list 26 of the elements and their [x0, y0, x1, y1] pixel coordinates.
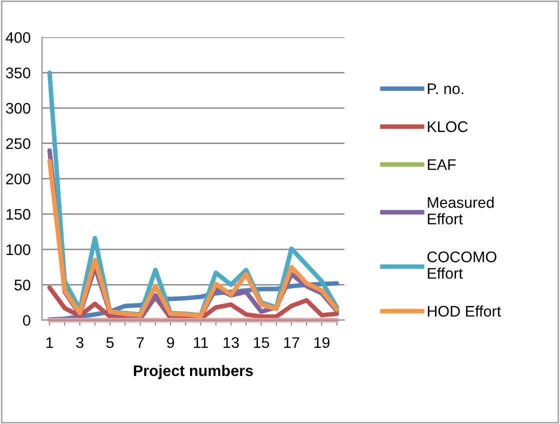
legend-label: Measured Effort [428, 196, 494, 224]
y-tick-label: 300 [6, 102, 30, 114]
x-tick-label: 7 [136, 337, 144, 348]
legend-label: P. no. [428, 84, 464, 94]
x-axis-title: Project numbers [134, 364, 253, 380]
x-tick-label: 13 [224, 337, 239, 348]
x-tick-label: 19 [314, 337, 330, 348]
y-tick-label: 200 [6, 174, 30, 184]
legend-label: KLOC [428, 121, 468, 132]
x-tick-label: 11 [194, 337, 208, 348]
y-tick-label: 250 [6, 138, 30, 150]
x-tick-label: 9 [166, 337, 174, 348]
y-tick-label: 50 [14, 280, 30, 290]
y-tick-label: 150 [6, 208, 30, 220]
y-tick-label: 100 [6, 244, 30, 256]
y-tick-label: 400 [6, 32, 30, 43]
y-tick-label: 350 [6, 68, 30, 78]
x-tick-label: 5 [106, 337, 114, 348]
y-tick-label: 0 [22, 314, 30, 326]
legend-label: EAF [428, 159, 456, 170]
x-tick-label: 17 [284, 337, 300, 348]
legend-label: COCOMO Effort [427, 252, 496, 279]
legend-label: HOD Effort [428, 306, 501, 317]
x-tick-label: 15 [254, 337, 270, 348]
x-tick-label: 3 [76, 337, 84, 348]
x-tick-label: 1 [46, 337, 54, 348]
